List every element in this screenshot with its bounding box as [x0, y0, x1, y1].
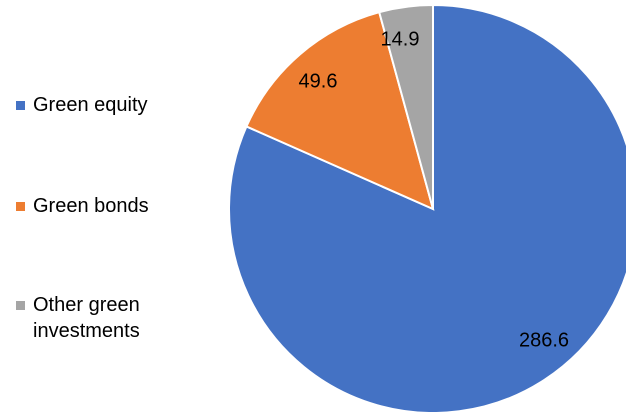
data-label-other-green-investments: 14.9	[381, 28, 420, 50]
data-label-green-equity: 286.6	[519, 329, 569, 351]
data-label-green-bonds: 49.6	[299, 70, 338, 92]
